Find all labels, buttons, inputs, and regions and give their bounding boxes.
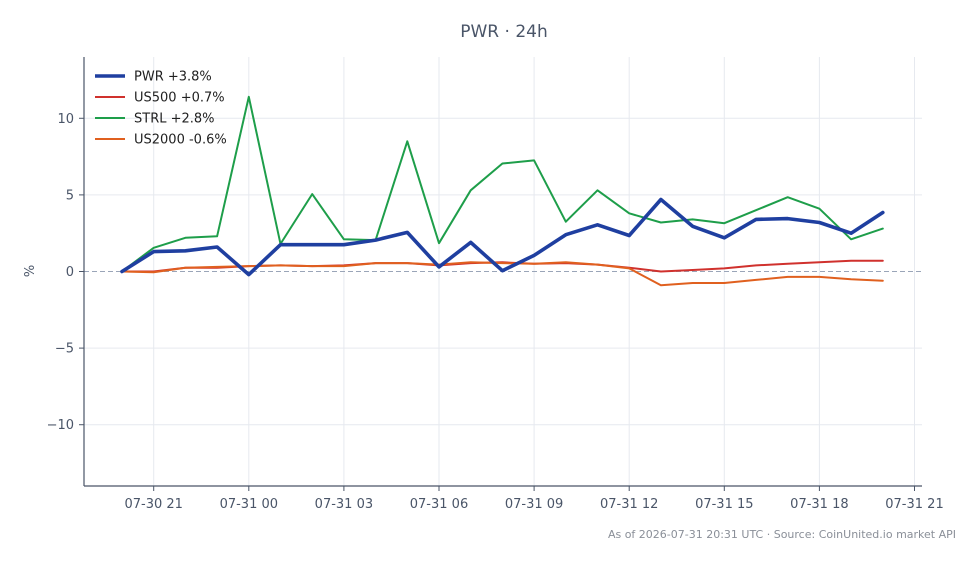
legend-label-us2000: US2000 -0.6% [134,133,227,148]
legend-label-pwr: PWR +3.8% [134,70,212,85]
x-tick-label: 07-31 15 [695,497,753,512]
y-tick-label: 0 [66,265,74,280]
x-tick-label: 07-31 09 [505,497,563,512]
legend-label-us500: US500 +0.7% [134,91,225,106]
series-line-us2000 [121,261,884,287]
series-line-strl [121,95,884,273]
series-lines [120,95,885,287]
x-tick-label: 07-31 00 [220,497,278,512]
y-axis-label: % [23,265,38,277]
y-tick-label: 5 [66,188,74,203]
x-tick-label: 07-31 06 [410,497,468,512]
y-tick-label: 10 [57,112,74,127]
footer-source: As of 2026-07-31 20:31 UTC · Source: Coi… [608,528,956,541]
x-tick-label: 07-31 12 [600,497,658,512]
legend: PWR +3.8% US500 +0.7% STRL +2.8% US2000 -0.… [95,70,227,148]
series-line-pwr [120,197,885,277]
x-tick-label: 07-31 03 [315,497,373,512]
y-tick-label: −5 [55,342,74,357]
x-tick-label: 07-31 21 [885,497,943,512]
chart-title: PWR · 24h [460,22,548,42]
x-tick-label: 07-31 18 [790,497,848,512]
legend-label-strl: STRL +2.8% [134,112,215,127]
y-tick-label: −10 [47,418,74,433]
axes: 07-30 21 07-31 00 07-31 03 07-31 06 07-31 09… [47,57,944,512]
x-tick-label: 07-30 21 [124,497,182,512]
